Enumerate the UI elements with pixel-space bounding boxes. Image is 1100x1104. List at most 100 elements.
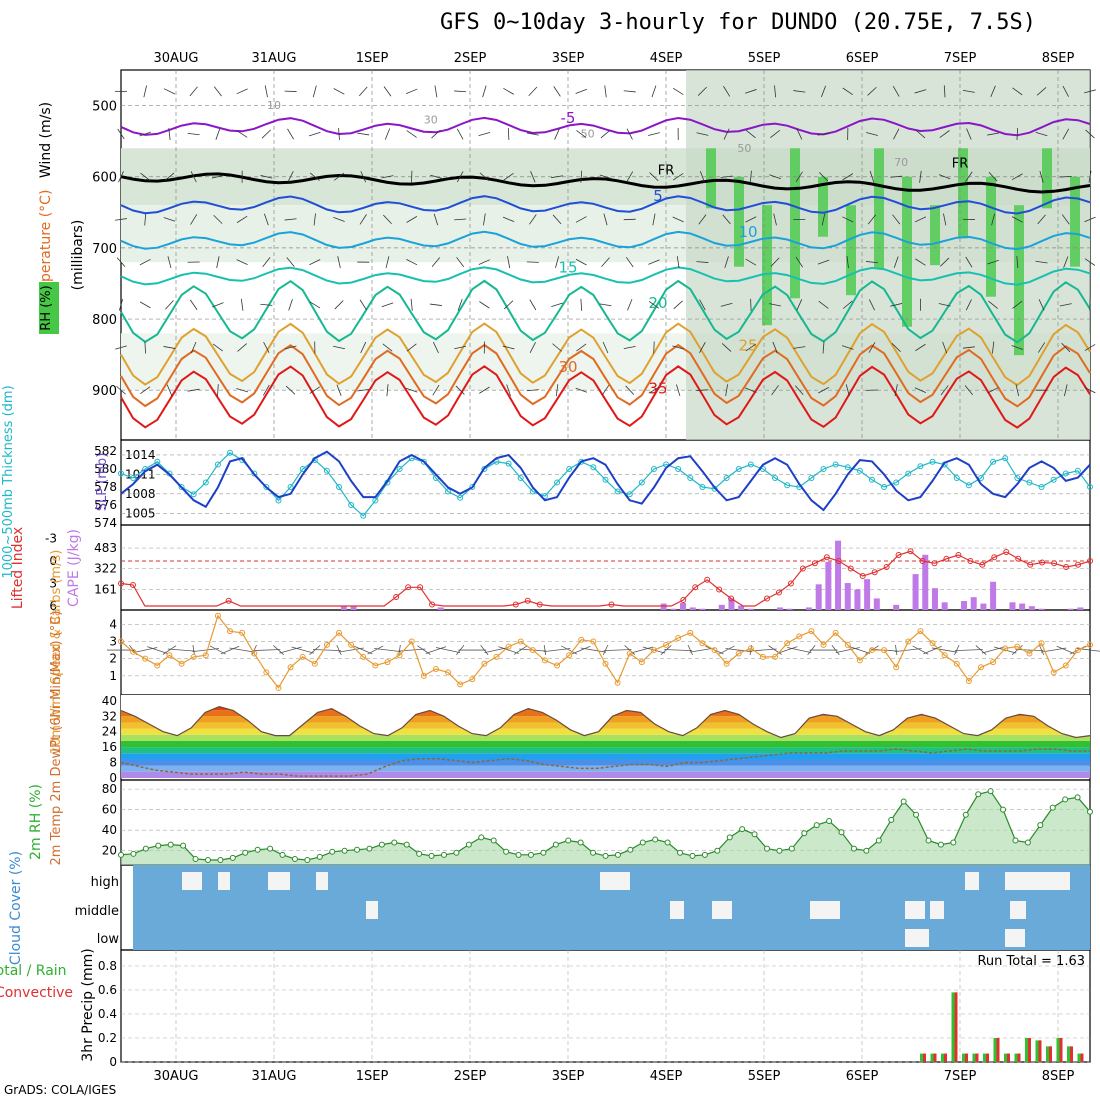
rh2m-point [528, 852, 533, 857]
rh2m-point [168, 842, 173, 847]
cloud-category-label: high [91, 875, 119, 890]
cape-bar [874, 598, 880, 610]
wind-barb-10m [544, 645, 545, 655]
cape-bar [932, 588, 938, 610]
precip-convective-bar [1070, 1046, 1073, 1062]
precip-total-rain-label: Total / Rain [0, 963, 67, 979]
rh2m-point [553, 842, 558, 847]
cape-bar [661, 604, 667, 610]
precip-axis-label: 3hr Precip (mm) [80, 948, 96, 1061]
wind-barb-10m [133, 647, 157, 652]
temperature-band [121, 741, 1090, 747]
wind-barb-10m [398, 649, 425, 651]
rh2m-point [268, 846, 273, 851]
rh2m-point [243, 850, 248, 855]
cape-axis-label: CAPE (J/kg) [66, 529, 82, 607]
wind-barb-10m [252, 650, 280, 651]
day-label-bottom: 8SEP [1042, 1069, 1075, 1084]
rh2m-point [839, 830, 844, 835]
rh-shading-saturated [762, 205, 772, 325]
rh2m-point [566, 838, 571, 843]
wind-barb-10m [417, 646, 430, 655]
wind-barb [627, 299, 632, 310]
temperature-band [121, 735, 1090, 741]
rh2m-point [218, 857, 223, 862]
precip-convective-bar [997, 1038, 1000, 1062]
wind-tick: 3 [109, 634, 117, 648]
rh2m-point [330, 849, 335, 854]
cape-bar [825, 562, 831, 610]
rh2m-point [454, 850, 459, 855]
wind-axis-label: Wind (m/s) [38, 102, 54, 178]
wind-barb [652, 86, 656, 97]
isotherm-label: 10 [738, 223, 757, 241]
wind-barb [165, 300, 173, 309]
rh2m-point [727, 835, 732, 840]
temperature-tick: 40 [102, 694, 117, 708]
precip-convective-bar [986, 1054, 989, 1062]
wind-barb [241, 299, 243, 311]
cloud-cell [1010, 901, 1026, 919]
pressure-axis-label: (millibars) [70, 220, 86, 291]
rh2m-point [541, 850, 546, 855]
day-label-top: 7SEP [944, 51, 977, 66]
wind-barb [289, 299, 293, 310]
rh2m-point [702, 852, 707, 857]
wind-barb [673, 88, 683, 94]
cape-bar [748, 609, 754, 610]
wind-barb-10m [955, 650, 983, 651]
precip-convective-bar [1028, 1038, 1031, 1062]
wind-barb [237, 89, 248, 94]
rh2m-point [379, 842, 384, 847]
rh2m-point [789, 846, 794, 851]
rh2m-point [914, 812, 919, 817]
cloud-cell [1005, 872, 1045, 890]
rh2m-point [715, 848, 720, 853]
wind-barb [144, 86, 147, 98]
lifted-index-axis-label: Lifted Index [10, 527, 26, 609]
precip-tick: 0.6 [98, 983, 117, 997]
cloud-cell [905, 929, 929, 947]
wind-barb-10m [604, 650, 632, 651]
temperature-tick: 16 [102, 740, 117, 754]
rh2m-point [342, 848, 347, 853]
rh-contour-label: 70 [894, 156, 908, 169]
rh-contour-label: 50 [581, 128, 595, 141]
rh2m-point [578, 840, 583, 845]
rh-contour-label: 50 [737, 142, 751, 155]
rh-shading-saturated [930, 205, 940, 265]
precip-convective-bar [1007, 1054, 1010, 1062]
wind-barb [406, 89, 417, 94]
cape-bar [719, 605, 725, 610]
rh2m-point [901, 799, 906, 804]
rh2m-point [678, 850, 683, 855]
precip-tick: 0.8 [98, 959, 117, 973]
wind-barb [335, 301, 343, 310]
rh-contour-label: 30 [424, 113, 438, 126]
wind-barb [600, 304, 612, 306]
upper-air-tick: 500 [92, 100, 117, 115]
cloud-cell [930, 901, 944, 919]
wind-barb [309, 132, 320, 136]
precip-convective-bar [944, 1054, 947, 1062]
cape-bar [1009, 602, 1015, 610]
cape-bar [1068, 609, 1074, 610]
rh2m-point [690, 853, 695, 858]
cape-bar [961, 601, 967, 610]
wind-barb [483, 86, 487, 97]
cloud-cell [218, 872, 230, 890]
cape-bar [351, 606, 357, 610]
cape-bar [1039, 609, 1045, 610]
freezing-level-label: FR [658, 164, 675, 179]
grads-credit: GrADS: COLA/IGES [4, 1083, 116, 1097]
rh2m-point [355, 847, 360, 852]
cape-bar [816, 584, 822, 610]
day-label-top: 6SEP [846, 51, 879, 66]
thickness-tick: 574 [94, 516, 117, 530]
rh2m-point [851, 846, 856, 851]
wind-barb [479, 132, 491, 135]
precip-convective-bar [923, 1054, 926, 1062]
rh2m-point [392, 840, 397, 845]
wind-barb [190, 300, 197, 310]
